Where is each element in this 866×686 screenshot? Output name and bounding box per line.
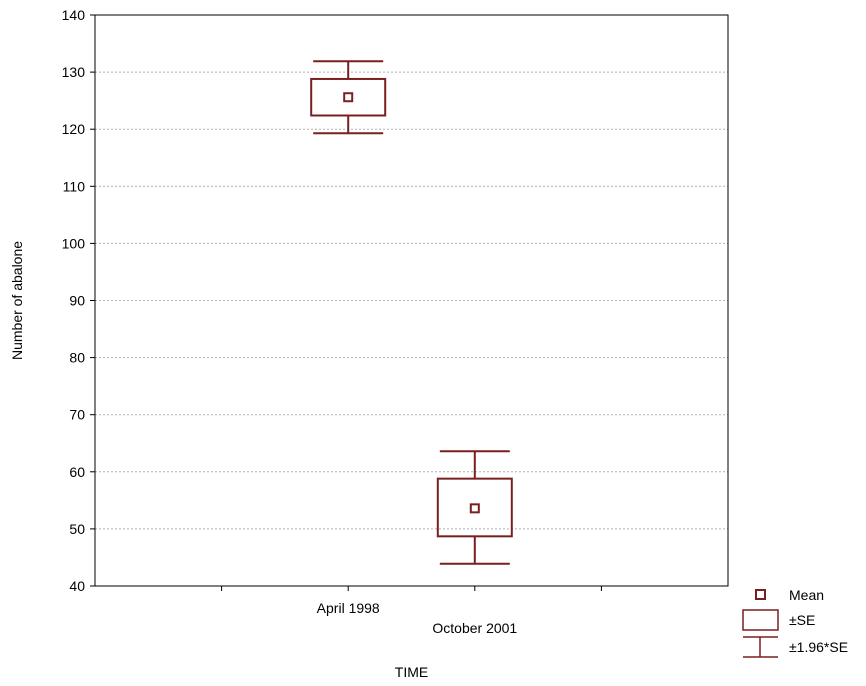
y-tick-label: 130: [62, 64, 86, 80]
box-group: [310, 60, 387, 135]
box-plots: [310, 60, 513, 565]
y-axis-label: Number of abalone: [9, 241, 25, 360]
x-tick-label: April 1998: [317, 600, 380, 616]
legend-ci-label: ±1.96*SE: [789, 639, 848, 655]
x-tick-label: October 2001: [432, 620, 517, 636]
legend-mean-label: Mean: [789, 587, 824, 603]
y-tick-label: 100: [62, 235, 86, 251]
mean-marker: [343, 92, 354, 103]
mean-marker: [469, 503, 480, 514]
y-tick-label: 40: [69, 578, 85, 594]
box-group: [436, 450, 513, 565]
y-tick-label: 50: [69, 521, 85, 537]
legend-mean-marker: [755, 589, 766, 600]
x-axis: April 1998 October 2001: [221, 586, 602, 636]
legend: Mean ±SE ±1.96*SE: [742, 587, 848, 658]
legend-se-label: ±SE: [789, 612, 815, 628]
y-tick-label: 80: [69, 350, 85, 366]
y-tick-label: 60: [69, 464, 85, 480]
x-axis-label: TIME: [395, 664, 428, 680]
y-tick-label: 90: [69, 293, 85, 309]
legend-ci-whisker: [743, 636, 778, 658]
grid-lines: [95, 71, 728, 530]
y-axis: 40 50 60 70 80 90 100 110 120 130 140: [62, 7, 95, 594]
y-tick-label: 120: [62, 121, 86, 137]
y-tick-label: 70: [69, 407, 85, 423]
y-tick-label: 110: [63, 178, 86, 194]
y-tick-label: 140: [62, 7, 86, 23]
legend-se-box: [742, 609, 779, 631]
